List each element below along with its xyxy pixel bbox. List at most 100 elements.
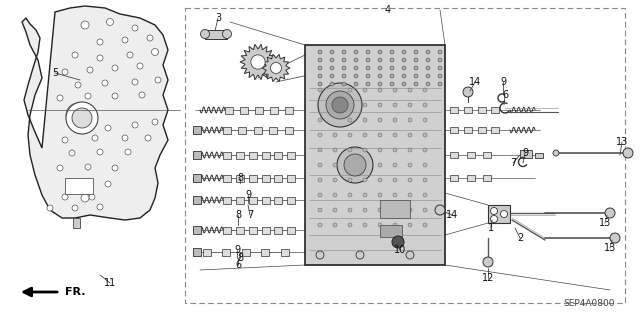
Circle shape: [132, 122, 138, 128]
Circle shape: [378, 193, 382, 197]
Circle shape: [423, 208, 427, 212]
Circle shape: [414, 82, 418, 86]
Circle shape: [342, 74, 346, 78]
Circle shape: [330, 58, 334, 62]
Circle shape: [318, 58, 322, 62]
Circle shape: [378, 50, 382, 54]
Circle shape: [378, 66, 382, 70]
Circle shape: [390, 58, 394, 62]
Circle shape: [390, 50, 394, 54]
Bar: [380, 225, 402, 237]
Bar: [193, 226, 201, 234]
Bar: [193, 151, 201, 159]
Bar: [236, 226, 244, 234]
Circle shape: [363, 148, 367, 152]
Circle shape: [392, 236, 404, 248]
Circle shape: [490, 216, 497, 222]
Circle shape: [423, 223, 427, 227]
Circle shape: [393, 148, 397, 152]
Circle shape: [332, 97, 348, 113]
Circle shape: [366, 66, 370, 70]
Circle shape: [408, 88, 412, 92]
Circle shape: [318, 82, 322, 86]
Circle shape: [423, 103, 427, 107]
Circle shape: [393, 163, 397, 167]
Text: 14: 14: [469, 77, 481, 87]
Circle shape: [62, 194, 68, 200]
Circle shape: [426, 74, 430, 78]
Bar: [223, 226, 231, 234]
Circle shape: [330, 50, 334, 54]
Circle shape: [348, 223, 352, 227]
Circle shape: [97, 204, 103, 210]
Circle shape: [75, 82, 81, 88]
Bar: [261, 249, 269, 256]
Bar: [464, 107, 472, 113]
Polygon shape: [262, 54, 290, 82]
Text: 8: 8: [237, 173, 243, 183]
Circle shape: [152, 48, 159, 56]
Text: 9: 9: [500, 77, 506, 87]
Circle shape: [354, 82, 358, 86]
Circle shape: [125, 149, 131, 155]
Circle shape: [127, 52, 133, 58]
Text: 8: 8: [235, 210, 241, 220]
Bar: [477, 127, 486, 133]
Text: 4: 4: [385, 5, 391, 15]
Bar: [236, 174, 244, 182]
Circle shape: [354, 50, 358, 54]
Circle shape: [330, 66, 334, 70]
Circle shape: [393, 133, 397, 137]
Circle shape: [223, 29, 232, 39]
Circle shape: [402, 58, 406, 62]
Circle shape: [81, 194, 89, 202]
Circle shape: [408, 118, 412, 122]
Circle shape: [402, 66, 406, 70]
Circle shape: [333, 163, 337, 167]
Circle shape: [408, 133, 412, 137]
Circle shape: [72, 52, 78, 58]
Circle shape: [106, 19, 113, 26]
Circle shape: [605, 208, 615, 218]
Bar: [467, 175, 475, 181]
Circle shape: [414, 58, 418, 62]
Bar: [262, 152, 269, 159]
Bar: [287, 152, 295, 159]
Circle shape: [155, 77, 161, 83]
Bar: [255, 107, 263, 114]
Circle shape: [147, 35, 153, 41]
Circle shape: [423, 193, 427, 197]
Circle shape: [393, 193, 397, 197]
Bar: [225, 107, 233, 114]
Circle shape: [426, 50, 430, 54]
Bar: [287, 197, 295, 204]
Bar: [287, 174, 295, 182]
Text: 12: 12: [482, 273, 494, 283]
Bar: [262, 226, 269, 234]
Circle shape: [423, 88, 427, 92]
Circle shape: [348, 118, 352, 122]
Circle shape: [423, 133, 427, 137]
Text: SEP4A0800: SEP4A0800: [563, 299, 615, 308]
Circle shape: [348, 178, 352, 182]
Circle shape: [426, 82, 430, 86]
Circle shape: [426, 66, 430, 70]
Text: 13: 13: [616, 137, 628, 147]
Bar: [239, 127, 246, 133]
Circle shape: [408, 148, 412, 152]
Circle shape: [414, 66, 418, 70]
Circle shape: [316, 251, 324, 259]
Circle shape: [47, 205, 53, 211]
Circle shape: [393, 103, 397, 107]
Bar: [223, 174, 231, 182]
Circle shape: [378, 118, 382, 122]
Circle shape: [342, 66, 346, 70]
Circle shape: [75, 182, 81, 188]
Circle shape: [87, 67, 93, 73]
Circle shape: [438, 58, 442, 62]
Circle shape: [62, 137, 68, 143]
Circle shape: [132, 79, 138, 85]
Circle shape: [348, 133, 352, 137]
Circle shape: [390, 74, 394, 78]
Bar: [467, 152, 475, 158]
